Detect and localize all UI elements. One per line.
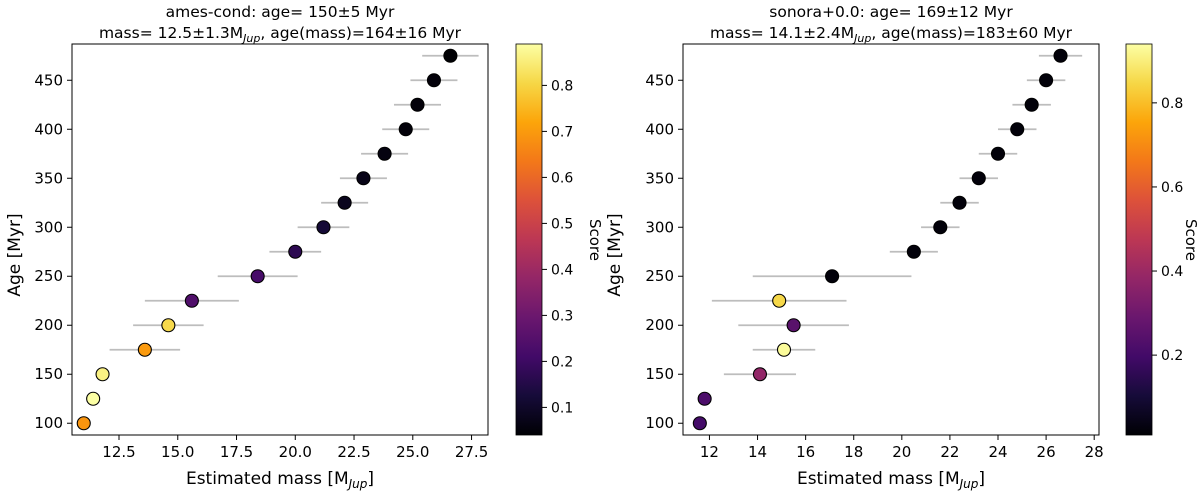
x-tick-label: 17.5	[220, 443, 253, 461]
colorbar-ticks: 0.1 0.2 0.3 0.4 0.5 0.6 0.7 0.8	[542, 78, 573, 416]
y-tick-label: 250	[34, 267, 63, 285]
colorbar-tick-label: 0.3	[551, 308, 573, 324]
colorbar-tick-label: 0.6	[551, 170, 573, 186]
data-point	[786, 318, 801, 333]
x-tick-label: 20	[892, 443, 911, 461]
x-tick-label: 18	[844, 443, 863, 461]
data-point	[86, 391, 101, 406]
colorbar	[515, 43, 543, 436]
data-point	[426, 73, 441, 88]
chart-title-line1: ames-cond: age= 150±5 Myr	[166, 3, 395, 21]
data-point	[161, 318, 176, 333]
data-point	[410, 97, 425, 112]
colorbar-tick-label: 0.2	[551, 354, 573, 370]
y-tick-label: 400	[34, 120, 63, 138]
data-point	[697, 391, 712, 406]
data-point	[776, 342, 792, 357]
colorbar-tick-label: 0.8	[1161, 96, 1183, 112]
plot-frame	[682, 43, 1100, 436]
chart-title-line2: mass= 12.5±1.3MJup, age(mass)=164±16 Myr	[99, 24, 462, 45]
colorbar-tick-label: 0.2	[1161, 348, 1183, 364]
data-point	[184, 293, 199, 308]
data-point	[1053, 48, 1068, 63]
x-tick-label: 24	[988, 443, 1007, 461]
data-point	[76, 416, 91, 431]
data-point	[398, 122, 413, 137]
x-tick-label: 12.5	[102, 443, 135, 461]
y-tick-label: 450	[645, 71, 674, 89]
x-tick-label: 22	[940, 443, 959, 461]
data-point	[772, 293, 787, 308]
colorbar-ticks: 0.2 0.4 0.6 0.8	[1152, 96, 1183, 364]
colorbar-label: Score	[1182, 219, 1200, 261]
x-tick-label: 26	[1037, 443, 1056, 461]
y-tick-label: 300	[34, 218, 63, 236]
x-axis-label: Estimated mass [MJup]	[186, 469, 374, 491]
y-tick-label: 200	[645, 316, 674, 334]
y-tick-label: 300	[645, 218, 674, 236]
data-point	[1010, 122, 1025, 137]
data-point	[316, 220, 331, 235]
right-chart-panel: sonora+0.0: age= 169±12 Myr mass= 14.1±2…	[605, 3, 1200, 491]
colorbar-label: Score	[586, 219, 604, 261]
data-point	[952, 195, 967, 210]
data-point	[752, 367, 767, 382]
data-point	[1039, 73, 1054, 88]
data-point	[377, 146, 392, 161]
colorbar	[1125, 43, 1153, 436]
x-tick-label: 25.0	[396, 443, 429, 461]
left-chart-panel: ames-cond: age= 150±5 Myr mass= 12.5±1.3…	[5, 3, 604, 491]
y-axis-label: Age [Myr]	[5, 213, 25, 296]
y-tick-label: 100	[34, 414, 63, 432]
x-tick-label: 14	[748, 443, 767, 461]
y-tick-label: 100	[645, 414, 674, 432]
x-tick-label: 20.0	[279, 443, 312, 461]
data-point	[137, 342, 152, 357]
data-point	[933, 220, 948, 235]
colorbar-tick-label: 0.1	[551, 400, 573, 416]
right-plot-area: 12 14 16 18 20 22 24 26 28 100 150 200 250 300 350 400 4…	[645, 43, 1104, 461]
y-axis-label: Age [Myr]	[605, 213, 625, 296]
data-point	[356, 171, 371, 186]
y-tick-label: 350	[34, 169, 63, 187]
y-tick-label: 350	[645, 169, 674, 187]
colorbar-tick-label: 0.4	[551, 262, 573, 278]
data-point	[1024, 97, 1039, 112]
y-tick-label: 250	[645, 267, 674, 285]
y-tick-label: 150	[645, 365, 674, 383]
y-tick-label: 400	[645, 120, 674, 138]
data-point	[250, 269, 265, 284]
x-axis-label: Estimated mass [MJup]	[797, 469, 985, 491]
chart-title-line1: sonora+0.0: age= 169±12 Myr	[769, 3, 1013, 21]
data-point	[692, 416, 707, 431]
chart-title-line2: mass= 14.1±2.4MJup, age(mass)=183±60 Myr	[710, 24, 1073, 45]
data-point	[906, 244, 921, 259]
x-tick-label: 28	[1085, 443, 1104, 461]
colorbar-tick-label: 0.4	[1161, 264, 1183, 280]
data-point	[443, 48, 458, 63]
colorbar-tick-label: 0.5	[551, 216, 573, 232]
colorbar-tick-label: 0.8	[551, 78, 573, 94]
data-point	[337, 195, 352, 210]
y-tick-label: 450	[34, 71, 63, 89]
x-tick-label: 22.5	[337, 443, 370, 461]
y-tick-label: 150	[34, 365, 63, 383]
data-point	[95, 367, 110, 382]
data-point	[288, 244, 303, 259]
data-point	[990, 146, 1006, 161]
colorbar-tick-label: 0.6	[1161, 180, 1183, 196]
data-point	[971, 171, 986, 186]
colorbar-tick-label: 0.7	[551, 124, 573, 140]
x-tick-label: 12	[700, 443, 719, 461]
x-tick-label: 27.5	[455, 443, 488, 461]
left-plot-area: 12.5 15.0 17.5 20.0 22.5 25.0 27.5 100 150 200 250…	[34, 43, 489, 461]
x-tick-label: 16	[796, 443, 815, 461]
plot-frame	[71, 43, 489, 436]
y-tick-label: 200	[34, 316, 63, 334]
x-tick-label: 15.0	[161, 443, 194, 461]
data-point	[825, 269, 840, 284]
